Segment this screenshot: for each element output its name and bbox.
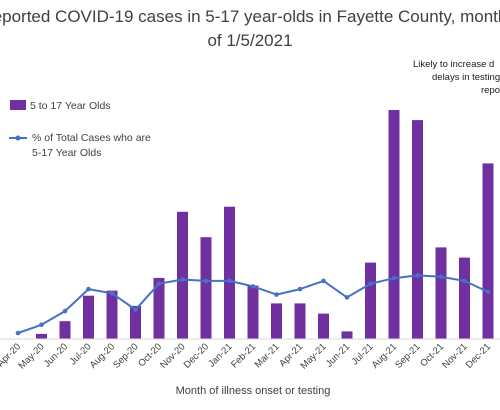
line-series	[15, 273, 491, 336]
bar-oct-21	[435, 247, 447, 339]
x-tick-labels: Apr-20May-20Jun-20Jul-20Aug-20Sep-20Oct-…	[0, 341, 493, 371]
legend-line-marker	[15, 135, 21, 141]
line-point-apr-20	[15, 330, 21, 336]
annotation-line-1: Likely to increase d	[413, 59, 494, 70]
legend-line-label-wrap: 5-17 Year Olds	[32, 147, 101, 159]
bar-nov-21	[459, 257, 470, 339]
line-point-jun-21	[344, 295, 350, 300]
line-point-sep-21	[415, 273, 420, 278]
bar-dec-21	[482, 163, 494, 339]
x-tick-nov-21: Nov-21	[440, 341, 469, 370]
bar-dec-20	[200, 237, 212, 339]
x-tick-dec-21: Dec-21	[464, 341, 493, 370]
bar-may-21	[318, 313, 329, 339]
x-tick-jun-20: Jun-20	[42, 341, 70, 369]
bar-aug-20	[106, 290, 118, 339]
x-tick-mar-21: Mar-21	[253, 341, 282, 370]
line-point-may-21	[321, 278, 326, 284]
bar-nov-20	[177, 211, 188, 340]
bar-jul-20	[83, 295, 94, 339]
bar-jun-20	[59, 321, 71, 339]
x-tick-aug-21: Aug-21	[370, 341, 399, 370]
bar-feb-21	[247, 285, 259, 339]
x-tick-sep-20: Sep-20	[111, 341, 140, 370]
line-point-dec-21	[485, 289, 491, 295]
x-axis-title: Month of illness onset or testing	[176, 385, 331, 397]
chart-title-line-2: of 1/5/2021	[207, 31, 292, 50]
legend-line-label: % of Total Cases who are	[32, 132, 151, 144]
line-point-jun-20	[62, 308, 68, 314]
line-point-may-20	[39, 322, 44, 328]
bar-may-20	[36, 333, 47, 339]
bar-sep-20	[130, 305, 141, 339]
line-point-sep-20	[133, 307, 138, 313]
annotation-line-2: delays in testing	[432, 72, 500, 83]
line-point-nov-20	[180, 277, 185, 282]
x-tick-may-21: May-21	[298, 341, 328, 371]
line-point-oct-21	[438, 274, 444, 280]
x-tick-dec-20: Dec-20	[182, 341, 211, 370]
line-point-apr-21	[297, 286, 303, 292]
bar-aug-21	[388, 110, 400, 339]
x-tick-sep-21: Sep-21	[393, 341, 422, 370]
legend-bar-swatch	[10, 100, 26, 110]
line-point-feb-21	[250, 284, 256, 289]
legend-bar-label: 5 to 17 Year Olds	[30, 100, 111, 112]
annotation: Likely to increase d delays in testing r…	[413, 59, 500, 96]
line-point-mar-21	[274, 292, 279, 297]
annotation-line-3: repo	[481, 85, 500, 96]
x-tick-aug-20: Aug-20	[88, 341, 117, 370]
line-point-aug-20	[109, 291, 115, 296]
legend: 5 to 17 Year Olds % of Total Cases who a…	[9, 100, 151, 159]
line-point-aug-21	[391, 275, 397, 281]
line-point-jul-21	[368, 281, 373, 287]
bar-jul-21	[365, 262, 376, 339]
bar-jun-21	[341, 331, 353, 339]
line-point-dec-20	[203, 278, 209, 284]
bar-jan-21	[224, 206, 235, 339]
x-tick-jun-21: Jun-21	[324, 341, 352, 369]
line-point-oct-20	[156, 281, 162, 287]
bar-oct-20	[153, 277, 165, 339]
line-point-jul-20	[86, 286, 91, 292]
x-tick-feb-21: Feb-21	[229, 341, 258, 370]
x-tick-jan-21: Jan-21	[206, 341, 234, 369]
line-point-nov-21	[462, 278, 467, 284]
x-tick-may-20: May-20	[16, 341, 46, 371]
bar-sep-21	[412, 120, 423, 339]
bar-apr-21	[294, 303, 306, 339]
bar-series	[36, 110, 494, 340]
chart-title-line-1: Reported COVID-19 cases in 5-17 year-old…	[0, 7, 500, 26]
line-point-jan-21	[227, 278, 232, 284]
x-tick-nov-20: Nov-20	[158, 341, 187, 370]
bar-mar-21	[271, 303, 282, 339]
